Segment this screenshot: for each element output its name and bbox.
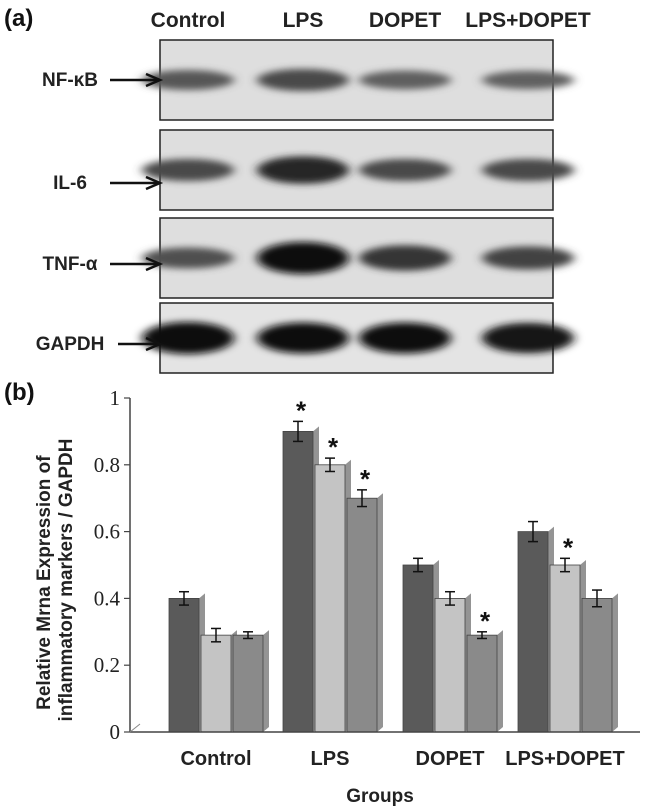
y-tick-label: 1 <box>110 386 121 410</box>
bar-group-lps: * <box>346 464 383 733</box>
y-axis-title: Relative Mrna Expression of inflammatory… <box>34 439 77 722</box>
bar <box>200 634 232 733</box>
y-tick-label: 0.2 <box>94 653 120 677</box>
bar <box>346 497 378 733</box>
bar-side <box>612 593 618 732</box>
significance-marker: * <box>328 432 339 462</box>
bar-group-dopet: * <box>466 606 503 733</box>
blot-lane-headers: Control LPS DOPET LPS+DOPET <box>151 9 591 32</box>
blot-row-label: GAPDH <box>36 334 105 355</box>
panel-a-label: (a) <box>4 5 33 32</box>
blot-row-label: IL-6 <box>53 173 87 194</box>
y-axis-title-line-1: Relative Mrna Expression of <box>34 455 55 710</box>
western-blot: NF-κB IL-6 TNF-α GAPDH <box>36 39 574 374</box>
blot-band <box>142 247 234 269</box>
x-tick-label-dopet: DOPET <box>416 748 485 770</box>
bar-group-control <box>200 627 237 733</box>
bar-group-lps-dopet <box>517 520 554 733</box>
bar-group-dopet <box>402 557 439 733</box>
y-tick-label: 0.4 <box>94 586 121 610</box>
lane-label-dopet: DOPET <box>369 9 442 32</box>
significance-marker: * <box>480 606 491 636</box>
bar <box>581 598 613 733</box>
bar <box>168 598 200 733</box>
blot-band <box>142 70 234 90</box>
y-axis: 0 0.2 0.4 0.6 0.8 1 <box>94 386 131 744</box>
y-tick-label: 0.6 <box>94 520 120 544</box>
blot-band <box>257 322 349 354</box>
bar-group-dopet <box>434 590 471 733</box>
arrow-head-icon <box>145 256 164 272</box>
blot-band <box>257 242 349 274</box>
blot-band <box>142 322 234 354</box>
bar <box>282 430 314 733</box>
bar <box>232 634 264 733</box>
significance-marker: * <box>296 395 307 425</box>
blot-row-label: TNF-α <box>43 254 98 275</box>
bar <box>402 564 434 733</box>
x-tick-label-lps-dopet: LPS+DOPET <box>505 748 624 770</box>
bar <box>517 531 549 733</box>
arrow-head-icon <box>145 72 164 88</box>
bar-side <box>497 630 503 732</box>
blot-band <box>482 70 574 90</box>
x-tick-label-control: Control <box>180 748 251 770</box>
blot-band <box>359 322 451 354</box>
arrow-head-icon <box>145 175 164 191</box>
lane-label-control: Control <box>151 9 226 32</box>
bar-group-lps: * <box>282 395 319 733</box>
blot-band <box>482 246 574 270</box>
blot-row-label: NF-κB <box>42 70 98 91</box>
blot-band <box>359 70 451 90</box>
significance-marker: * <box>563 532 574 562</box>
y-tick-label: 0.8 <box>94 453 120 477</box>
x-axis-title: Groups <box>346 786 414 807</box>
blot-band <box>359 245 451 271</box>
blot-row-nf-b: NF-κB <box>42 39 574 121</box>
blot-band <box>482 322 574 354</box>
blot-row-il-6: IL-6 <box>53 129 574 211</box>
bar-group-lps-dopet <box>581 589 618 733</box>
bar-group-control <box>232 630 269 733</box>
x-tick-label-lps: LPS <box>311 748 350 770</box>
y-tick-label: 0 <box>110 720 121 744</box>
bar-group-lps: * <box>314 432 351 733</box>
x-axis-floor <box>129 723 141 733</box>
bar <box>466 634 498 733</box>
blot-row-gapdh: GAPDH <box>36 302 574 374</box>
panel-b-label: (b) <box>4 379 35 406</box>
bar <box>549 564 581 733</box>
bars: * * * * * <box>168 395 618 733</box>
arrow-head-icon <box>145 336 164 352</box>
bar <box>314 464 346 733</box>
blot-band <box>257 156 349 184</box>
blot-row-tnf: TNF-α <box>43 217 574 299</box>
bar-group-lps-dopet: * <box>549 532 586 733</box>
bar-group-control <box>168 590 205 733</box>
bar <box>434 598 466 733</box>
bar-side <box>263 630 269 732</box>
y-axis-title-line-2: inflammatory markers / GAPDH <box>56 439 77 722</box>
lane-label-lps: LPS <box>283 9 324 32</box>
blot-band <box>142 158 234 182</box>
bar-side <box>377 493 383 732</box>
x-axis: Control LPS DOPET LPS+DOPET <box>129 723 640 770</box>
bar-chart: 0 0.2 0.4 0.6 0.8 1 * * * * * Control LPS DOPET LPS+… <box>34 386 640 807</box>
blot-band <box>359 158 451 182</box>
blot-band <box>257 68 349 92</box>
blot-band <box>482 158 574 182</box>
significance-marker: * <box>360 464 371 494</box>
lane-label-lps-dopet: LPS+DOPET <box>465 9 591 32</box>
